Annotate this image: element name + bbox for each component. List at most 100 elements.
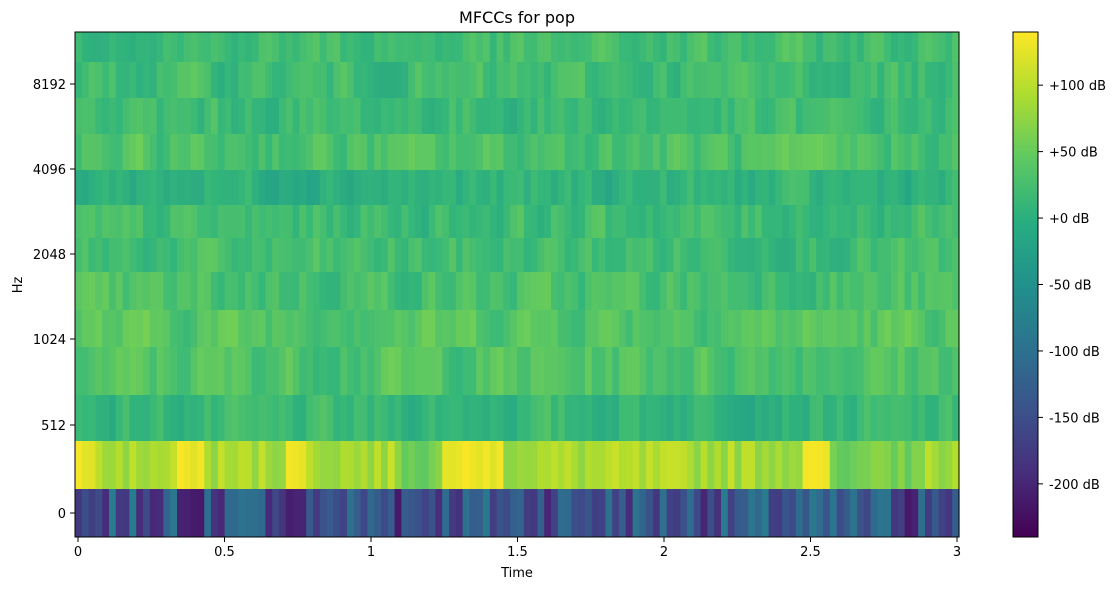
heatmap-cell xyxy=(530,441,538,489)
heatmap-cell xyxy=(204,170,212,205)
heatmap-cell xyxy=(755,205,763,238)
heatmap-cell xyxy=(435,134,443,170)
heatmap-cell xyxy=(122,62,130,98)
heatmap-cell xyxy=(816,238,824,272)
heatmap-cell xyxy=(823,62,831,98)
heatmap-cell xyxy=(163,238,171,272)
heatmap-cell xyxy=(231,32,239,62)
heatmap-cell xyxy=(347,205,355,238)
heatmap-cell xyxy=(639,272,647,310)
heatmap-cell xyxy=(843,170,851,205)
heatmap-cell xyxy=(619,310,627,347)
heatmap-cell xyxy=(224,489,232,537)
heatmap-cell xyxy=(578,134,586,170)
heatmap-cell xyxy=(557,32,566,62)
heatmap-cell xyxy=(829,134,838,170)
heatmap-cell xyxy=(891,170,899,205)
heatmap-cell xyxy=(938,32,946,62)
heatmap-cell xyxy=(401,347,409,395)
heatmap-cell xyxy=(333,32,341,62)
heatmap-cell xyxy=(326,62,334,98)
heatmap-cell xyxy=(925,238,933,272)
heatmap-cell xyxy=(904,98,912,134)
heatmap-cell xyxy=(551,134,559,170)
heatmap-cell xyxy=(619,62,627,98)
heatmap-cell xyxy=(170,98,178,134)
heatmap-cell xyxy=(564,489,572,537)
heatmap-cell xyxy=(802,347,810,395)
heatmap-cell xyxy=(530,489,538,537)
heatmap-cell xyxy=(360,272,368,310)
heatmap-cell xyxy=(591,489,600,537)
heatmap-cell xyxy=(272,134,280,170)
heatmap-cell xyxy=(238,310,246,347)
heatmap-cell xyxy=(326,441,334,489)
heatmap-cell xyxy=(238,238,246,272)
heatmap-cell xyxy=(299,310,307,347)
heatmap-cell xyxy=(802,32,810,62)
heatmap-cell xyxy=(224,395,232,441)
heatmap-cell xyxy=(285,170,294,205)
heatmap-cell xyxy=(442,310,450,347)
heatmap-cell xyxy=(836,32,844,62)
heatmap-cell xyxy=(544,489,552,537)
heatmap-cell xyxy=(415,272,423,310)
heatmap-cell xyxy=(129,395,137,441)
heatmap-cell xyxy=(442,238,450,272)
heatmap-cell xyxy=(374,489,382,537)
heatmap-cell xyxy=(680,238,688,272)
heatmap-cell xyxy=(224,272,232,310)
heatmap-cell xyxy=(564,347,572,395)
heatmap-cell xyxy=(721,395,729,441)
heatmap-cell xyxy=(217,170,226,205)
heatmap-cell xyxy=(381,205,389,238)
heatmap-cell xyxy=(496,32,504,62)
heatmap-cell xyxy=(884,238,892,272)
heatmap-cell xyxy=(925,395,933,441)
heatmap-cell xyxy=(727,489,736,537)
heatmap-cell xyxy=(510,238,518,272)
heatmap-cell xyxy=(333,170,341,205)
heatmap-cell xyxy=(564,272,572,310)
heatmap-cell xyxy=(353,62,362,98)
heatmap-cell xyxy=(442,98,450,134)
heatmap-cell xyxy=(823,347,831,395)
heatmap-cell xyxy=(469,395,477,441)
heatmap-cell xyxy=(557,272,566,310)
heatmap-cell xyxy=(727,441,736,489)
heatmap-cell xyxy=(721,238,729,272)
heatmap-cell xyxy=(496,347,504,395)
heatmap-cell xyxy=(95,98,103,134)
heatmap-cell xyxy=(551,205,559,238)
heatmap-cell xyxy=(496,134,504,170)
heatmap-cell xyxy=(741,347,749,395)
heatmap-cell xyxy=(449,170,457,205)
heatmap-cell xyxy=(734,170,742,205)
heatmap-cell xyxy=(911,310,919,347)
heatmap-cell xyxy=(292,310,300,347)
heatmap-cell xyxy=(190,32,198,62)
heatmap-cell xyxy=(183,347,192,395)
heatmap-cell xyxy=(673,238,681,272)
heatmap-cell xyxy=(381,134,389,170)
heatmap-cell xyxy=(224,98,232,134)
heatmap-cell xyxy=(931,170,940,205)
heatmap-cell xyxy=(707,62,715,98)
heatmap-cell xyxy=(931,489,940,537)
heatmap-cell xyxy=(870,205,878,238)
heatmap-cell xyxy=(143,441,151,489)
heatmap-cell xyxy=(809,395,817,441)
heatmap-cell xyxy=(741,310,749,347)
heatmap-cell xyxy=(809,272,817,310)
heatmap-cell xyxy=(217,395,226,441)
heatmap-cell xyxy=(109,272,117,310)
heatmap-cell xyxy=(483,310,491,347)
heatmap-cell xyxy=(319,238,328,272)
heatmap-cell xyxy=(306,395,314,441)
heatmap-cell xyxy=(238,347,246,395)
heatmap-cell xyxy=(279,32,287,62)
heatmap-cell xyxy=(122,310,130,347)
heatmap-cell xyxy=(408,272,416,310)
heatmap-cell xyxy=(809,134,817,170)
heatmap-cell xyxy=(816,32,824,62)
